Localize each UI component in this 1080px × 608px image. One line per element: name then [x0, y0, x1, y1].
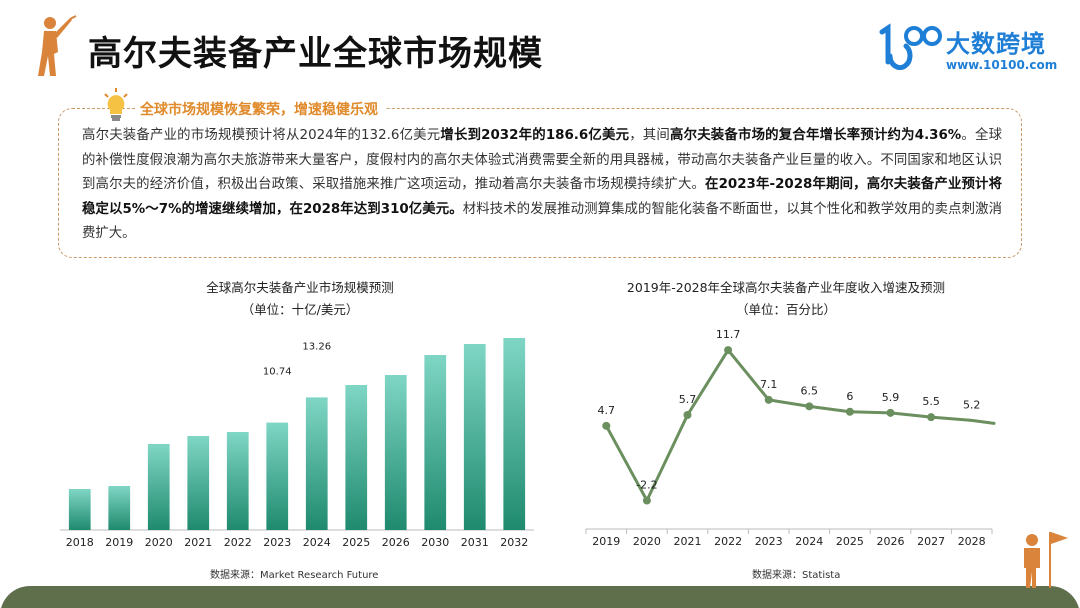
x-tick-label: 2019 — [592, 535, 620, 548]
left-chart-title-line1: 全球高尔夫装备产业市场规模预测 — [206, 280, 394, 295]
right-chart-source: 数据来源：Statista — [752, 570, 841, 581]
summary-text-part: 材料技术的发展推动测算集成的智能化装备不断面世，以其个性化和教学效用的卖点刺激消… — [82, 201, 1003, 242]
line-data-label: 6.5 — [801, 384, 819, 397]
right-chart-title: 2019年-2028年全球高尔夫装备产业年度收入增速及预测 （单位：百分比） — [600, 277, 972, 318]
x-tick-label: 2028 — [958, 535, 986, 548]
x-tick-label: 2022 — [714, 535, 742, 548]
x-tick-label: 2019 — [105, 536, 133, 549]
series-line-trail — [970, 418, 996, 425]
bar — [68, 489, 91, 530]
bar-data-label: 13.26 — [302, 341, 331, 352]
x-tick-label: 2023 — [755, 535, 783, 548]
right-chart-title-line2: （单位：百分比） — [735, 302, 836, 317]
x-tick-label: 2020 — [145, 536, 173, 549]
bar-data-label: 10.74 — [263, 367, 292, 378]
data-point — [764, 395, 773, 404]
series-line — [604, 348, 972, 503]
summary-text-part: 。全球的补偿性度假浪潮为高尔夫旅游带来大量客户，度假村内的高尔夫体验式消费需要全… — [82, 128, 1003, 192]
x-tick-label: 2032 — [500, 536, 528, 549]
data-point — [845, 407, 854, 416]
bar — [147, 444, 170, 530]
line-data-label: 5.9 — [882, 391, 900, 404]
data-point — [642, 496, 651, 505]
lightbulb-icon — [104, 88, 128, 121]
summary-box — [58, 108, 1022, 258]
x-tick-label: 2021 — [184, 536, 212, 549]
bar — [266, 422, 289, 530]
x-tick-label: 2020 — [633, 535, 661, 548]
data-point — [927, 413, 936, 422]
data-point — [683, 411, 692, 420]
x-tick-label: 2022 — [224, 536, 252, 549]
x-tick-label: 2031 — [461, 536, 489, 549]
x-tick-label: 2023 — [263, 536, 291, 549]
logo-mark-icon — [879, 23, 942, 70]
bar — [424, 355, 447, 530]
x-tick-label: 2026 — [877, 535, 905, 548]
line-data-label: 6 — [846, 390, 853, 403]
golfer-icon — [38, 15, 77, 76]
summary-highlight: 高尔夫装备市场的复合年增长率预计约为4.36% — [670, 128, 962, 143]
bar — [345, 385, 368, 530]
data-point — [886, 408, 895, 417]
line-data-label: 7.1 — [760, 378, 778, 391]
summary-text: 高尔夫装备产业的市场规模预计将从2024年的132.6亿美元增长到2032年的1… — [82, 124, 1002, 247]
x-tick-label: 2024 — [795, 535, 823, 548]
x-tick-label: 2026 — [382, 536, 410, 549]
left-chart-source: 数据来源：Market Research Future — [210, 570, 379, 581]
logo-url[interactable]: www.10100.com — [946, 58, 1058, 72]
data-point — [805, 402, 814, 411]
x-tick-label: 2027 — [917, 535, 945, 548]
bar — [305, 397, 328, 530]
summary-text-part: 高尔夫装备产业的市场规模预计将从2024年的132.6亿美元 — [82, 128, 441, 143]
x-tick-label: 2018 — [66, 536, 94, 549]
left-chart-title: 全球高尔夫装备产业市场规模预测 （单位：十亿/美元） — [185, 277, 415, 318]
line-data-label: -2.2 — [636, 479, 657, 492]
logo[interactable]: 大数跨境 www.10100.com — [876, 22, 1066, 74]
bar — [503, 338, 526, 530]
x-tick-label: 2025 — [836, 535, 864, 548]
bar — [108, 486, 131, 530]
bar — [463, 344, 486, 530]
page-title: 高尔夫装备产业全球市场规模 — [88, 34, 543, 74]
summary-text-part: ，其间 — [629, 128, 670, 143]
line-data-label: 5.2 — [963, 398, 981, 411]
footer-band — [0, 586, 1080, 608]
x-tick-label: 2030 — [421, 536, 449, 549]
summary-heading: 全球市场规模恢复繁荣，增速稳健乐观 — [136, 99, 386, 119]
line-data-label: 5.5 — [922, 395, 940, 408]
line-data-label: 11.7 — [716, 328, 741, 341]
bar — [187, 436, 210, 530]
golfer-flag-icon — [1024, 532, 1068, 588]
line-data-label: 5.7 — [679, 393, 697, 406]
data-point — [602, 421, 611, 430]
logo-text: 大数跨境 — [946, 30, 1046, 58]
line-data-label: 4.7 — [598, 404, 616, 417]
x-tick-label: 2021 — [674, 535, 702, 548]
data-point — [724, 346, 733, 355]
bar — [226, 432, 249, 530]
summary-highlight: 在2023年-2028年期间，高尔夫装备产业预计将稳定以5%～7%的增速继续增加… — [82, 177, 1002, 217]
right-chart-title-line1: 2019年-2028年全球高尔夫装备产业年度收入增速及预测 — [626, 280, 946, 295]
summary-highlight: 增长到2032年的186.6亿美元 — [440, 128, 630, 143]
left-chart-title-line2: （单位：十亿/美元） — [241, 302, 359, 317]
bar — [384, 375, 407, 530]
x-tick-label: 2024 — [303, 536, 331, 549]
x-tick-label: 2025 — [342, 536, 370, 549]
